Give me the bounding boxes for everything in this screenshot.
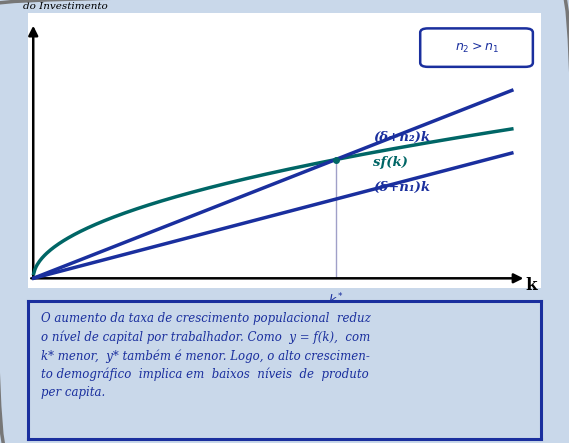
Text: do Investimento: do Investimento <box>23 1 108 11</box>
Text: k: k <box>525 277 537 294</box>
FancyBboxPatch shape <box>420 28 533 67</box>
Text: sf(k): sf(k) <box>373 156 408 169</box>
Text: $n_2 > n_1$: $n_2 > n_1$ <box>455 41 498 54</box>
Text: (δ+n₁)k: (δ+n₁)k <box>373 180 430 194</box>
Text: O aumento da taxa de crescimento populacional  reduz
o nível de capital por trab: O aumento da taxa de crescimento populac… <box>42 312 371 400</box>
Text: (δ+n₂)k: (δ+n₂)k <box>373 131 430 144</box>
Text: $k_2^*$: $k_2^*$ <box>328 291 344 312</box>
